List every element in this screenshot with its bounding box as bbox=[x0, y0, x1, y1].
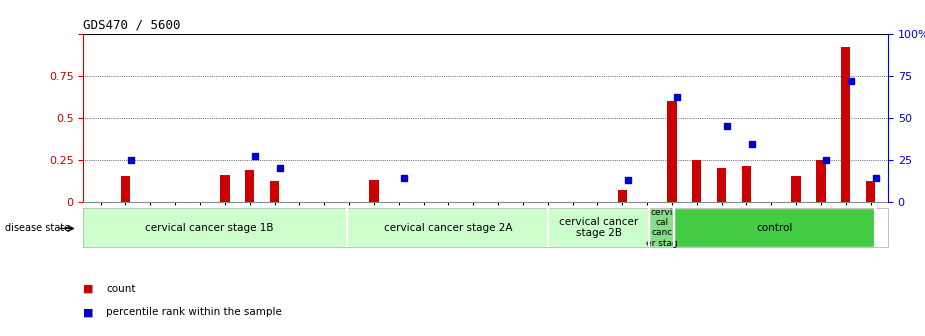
Bar bbox=[866, 181, 875, 202]
Bar bbox=[220, 175, 229, 202]
Bar bbox=[816, 160, 826, 202]
Text: ■: ■ bbox=[83, 284, 93, 294]
Text: GDS470 / 5600: GDS470 / 5600 bbox=[83, 18, 180, 31]
Text: count: count bbox=[106, 284, 136, 294]
Text: cervical cancer stage 1B: cervical cancer stage 1B bbox=[144, 223, 273, 233]
Bar bbox=[792, 176, 801, 202]
Text: disease state: disease state bbox=[5, 223, 69, 233]
Text: cervi
cal
canc
er stag: cervi cal canc er stag bbox=[646, 208, 677, 248]
Bar bbox=[369, 180, 378, 202]
Bar bbox=[618, 190, 627, 202]
Bar bbox=[649, 208, 674, 247]
Bar bbox=[717, 168, 726, 202]
Bar bbox=[121, 176, 130, 202]
Bar bbox=[674, 208, 875, 247]
Bar bbox=[245, 170, 254, 202]
Bar bbox=[70, 208, 347, 247]
Bar bbox=[667, 101, 676, 202]
Bar bbox=[841, 47, 850, 202]
Text: percentile rank within the sample: percentile rank within the sample bbox=[106, 307, 282, 318]
Text: control: control bbox=[757, 223, 793, 233]
Bar bbox=[347, 208, 549, 247]
Bar bbox=[549, 208, 649, 247]
Bar bbox=[742, 166, 751, 202]
Text: cervical cancer
stage 2B: cervical cancer stage 2B bbox=[560, 217, 638, 239]
Bar bbox=[692, 160, 701, 202]
Text: cervical cancer stage 2A: cervical cancer stage 2A bbox=[384, 223, 512, 233]
Bar bbox=[270, 181, 279, 202]
Text: ■: ■ bbox=[83, 307, 93, 318]
